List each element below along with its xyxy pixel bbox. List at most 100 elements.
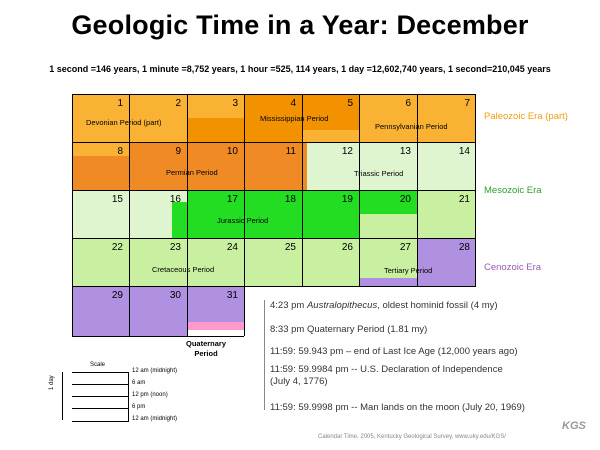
jurassic-band-end	[359, 214, 417, 238]
day-17: 17	[226, 194, 238, 205]
grid-row-line-1	[72, 142, 476, 143]
jurassic-label: Jurassic Period	[217, 216, 269, 225]
scale-tick-4: 12 am (midnight)	[132, 416, 178, 422]
event-australopithecus: 4:23 pm Australopithecus, oldest hominid…	[270, 300, 498, 312]
event-declaration: 11:59: 59.9984 pm -- U.S. Declaration of…	[270, 364, 503, 388]
mississippian-band-tail	[302, 94, 359, 130]
grid-row-line-2	[72, 190, 476, 191]
triassic-band-row3	[72, 190, 172, 238]
kgs-logo: KGS	[562, 420, 586, 432]
day-31: 31	[226, 290, 238, 301]
scale-axis-label: 1 day	[49, 375, 55, 390]
pennsylvanian-band-row2	[72, 142, 129, 156]
grid-col-line-3	[244, 94, 245, 336]
grid-border-right	[475, 94, 476, 286]
day-2: 2	[175, 98, 181, 109]
jurassic-band-a	[172, 202, 187, 238]
day-6: 6	[405, 98, 411, 109]
credit-line: Calendar Time, 2005, Kentucky Geological…	[318, 434, 506, 440]
triassic-band	[307, 142, 476, 190]
day-27: 27	[399, 242, 411, 253]
event-declaration-line1: 11:59: 59.9984 pm -- U.S. Declaration of…	[270, 364, 503, 375]
pennsylvanian-label: Pennsylvanian Period	[375, 122, 448, 131]
day-18: 18	[284, 194, 296, 205]
cenozoic-era-label: Cenozoic Era	[484, 262, 542, 273]
scale-legend: Scale 1 day 12 am (midnight) 6 am 12 pm …	[40, 362, 177, 422]
permian-label: Permian Period	[166, 168, 218, 177]
quaternary-label: Quaternary Period	[186, 339, 226, 359]
event-australopithecus-desc: , oldest hominid fossil (4 my)	[377, 300, 498, 311]
quaternary-band	[187, 330, 244, 336]
tertiary-label: Tertiary Period	[384, 266, 433, 275]
mississippian-label: Mississippian Period	[260, 114, 329, 123]
day-7: 7	[464, 98, 470, 109]
day-9: 9	[175, 146, 181, 157]
event-moon-landing: 11:59: 59.9998 pm -- Man lands on the mo…	[270, 402, 525, 413]
day-16: 16	[169, 194, 181, 205]
event-ice-age: 11:59: 59.943 pm – end of Last Ice Age (…	[270, 346, 518, 357]
quaternary-band-pink	[187, 322, 244, 330]
mesozoic-era-label: Mesozoic Era	[484, 185, 542, 196]
day-4: 4	[290, 98, 296, 109]
grid-row-line-4	[72, 286, 476, 287]
day-28: 28	[458, 242, 470, 253]
grid-col-line-4	[302, 94, 303, 286]
event-quaternary: 8:33 pm Quaternary Period (1.81 my)	[270, 324, 428, 335]
tertiary-band-a	[359, 278, 417, 286]
day-21: 21	[458, 194, 470, 205]
tertiary-band	[417, 238, 476, 286]
permian-band	[129, 142, 301, 190]
day-19: 19	[341, 194, 353, 205]
permian-band-end	[301, 142, 307, 190]
day-29: 29	[111, 290, 123, 301]
paleozoic-era-label: Paleozoic Era (part)	[484, 111, 568, 122]
day-24: 24	[226, 242, 238, 253]
triassic-band-row3b	[172, 190, 187, 202]
day-23: 23	[169, 242, 181, 253]
december-calendar: 1 2 3 4 5 6 7 8 9 10 11 12 13 14 15 16 17 18 19 20 21 22 23 24 2…	[72, 94, 476, 337]
day-30: 30	[169, 290, 181, 301]
grid-row-line-5	[72, 336, 244, 337]
day-3: 3	[232, 98, 238, 109]
day-20: 20	[399, 194, 411, 205]
pennsylvanian-band-a	[302, 130, 359, 142]
scale-divider-2	[72, 396, 128, 397]
scale-tick-3: 6 pm	[132, 404, 146, 410]
event-leader-vertical	[264, 300, 265, 410]
day-12: 12	[341, 146, 353, 157]
permian-band-a	[72, 156, 129, 190]
scale-title: Scale	[90, 362, 106, 368]
day-14: 14	[458, 146, 470, 157]
cretaceous-band	[72, 238, 359, 286]
day-26: 26	[341, 242, 353, 253]
scale-box-frame	[72, 372, 129, 422]
day-1: 1	[117, 98, 123, 109]
day-22: 22	[111, 242, 123, 253]
scale-divider-1	[72, 384, 128, 385]
devonian-label: Devonian Period (part)	[86, 118, 162, 127]
cretaceous-label: Cretaceous Period	[152, 265, 215, 274]
grid-col-line-6	[417, 94, 418, 286]
event-declaration-line2: (July 4, 1776)	[270, 376, 328, 387]
grid-border-top	[72, 94, 476, 95]
grid-col-line-5	[359, 94, 360, 286]
scale-divider-3	[72, 408, 128, 409]
scale-tick-1: 6 am	[132, 380, 146, 386]
quaternary-label-line1: Quaternary	[186, 339, 227, 348]
day-15: 15	[111, 194, 123, 205]
grid-border-left	[72, 94, 73, 336]
event-australopithecus-time: 4:23 pm	[270, 300, 307, 311]
day-25: 25	[284, 242, 296, 253]
day-11: 11	[285, 146, 296, 157]
page-title: Geologic Time in a Year: December	[71, 10, 529, 40]
day-13: 13	[399, 146, 411, 157]
devonian-band-tail	[187, 94, 244, 118]
day-8: 8	[117, 146, 123, 157]
quaternary-label-line2: Period	[194, 349, 218, 358]
triassic-label: Triassic Period	[354, 169, 404, 178]
scale-tick-2: 12 pm (noon)	[132, 392, 168, 398]
cretaceous-band-a	[417, 190, 476, 238]
day-10: 10	[226, 146, 238, 157]
time-scale-conversion: 1 second =146 years, 1 minute =8,752 yea…	[49, 64, 551, 74]
grid-col-line-2	[187, 94, 188, 336]
